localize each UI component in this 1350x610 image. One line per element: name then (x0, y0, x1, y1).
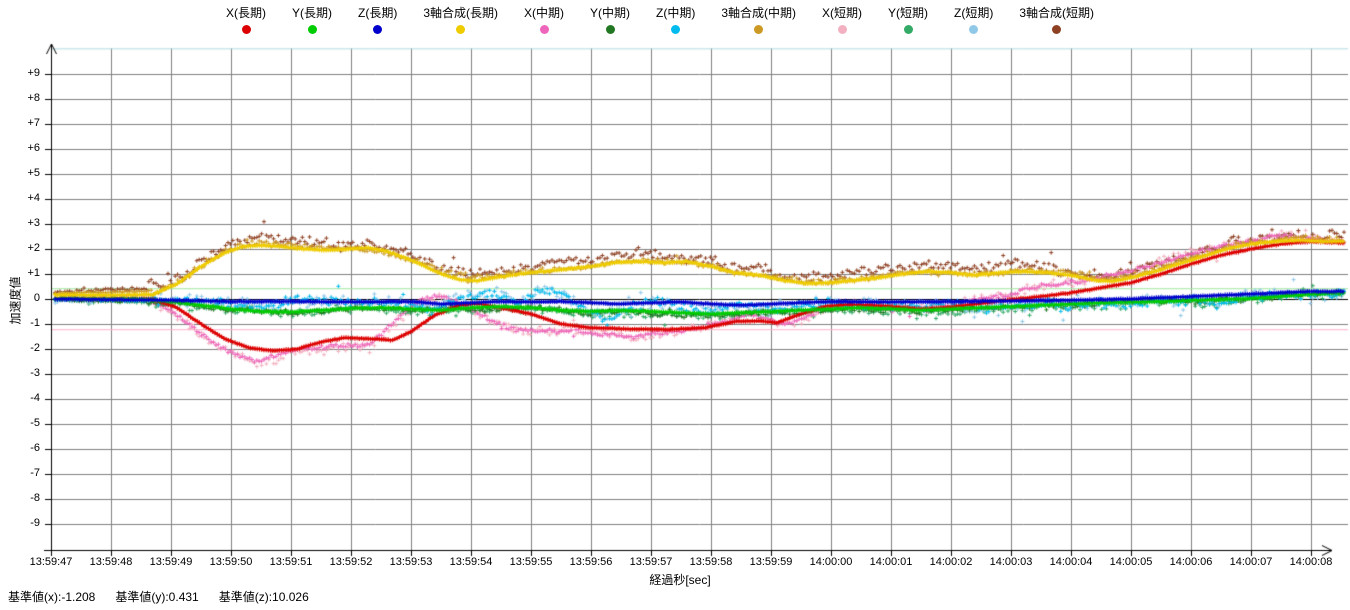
y-tick-label: -3 (30, 367, 40, 379)
y-tick-label: -5 (30, 417, 40, 429)
y-tick-label: +6 (27, 142, 40, 154)
legend-item: X(長期) (226, 6, 266, 34)
legend-label: 3軸合成(長期) (423, 6, 498, 20)
legend-item: X(短期) (822, 6, 862, 34)
legend-label: Y(中期) (590, 6, 630, 20)
x-tick-label: 13:59:53 (389, 556, 433, 568)
legend-color-dot-icon (307, 25, 317, 34)
legend-color-dot-icon (539, 25, 549, 34)
legend-label: X(長期) (226, 6, 266, 20)
legend-item: Y(中期) (590, 6, 630, 34)
x-tick-label: 14:00:05 (1109, 556, 1153, 568)
y-tick-label: -7 (30, 467, 40, 479)
y-tick-label: 0 (33, 292, 40, 304)
y-tick-label: -6 (30, 442, 40, 454)
y-tick-label: -2 (30, 342, 40, 354)
x-tick-label: 13:59:56 (569, 556, 613, 568)
legend-item: Z(短期) (954, 6, 993, 34)
x-tick-label: 14:00:08 (1289, 556, 1333, 568)
legend-label: X(中期) (524, 6, 564, 20)
legend-color-dot-icon (903, 25, 913, 34)
legend-color-dot-icon (241, 25, 251, 34)
legend-label: Z(短期) (954, 6, 994, 20)
y-tick-label: +9 (27, 67, 40, 79)
y-tick-label: +4 (27, 192, 40, 204)
legend-color-dot-icon (373, 25, 383, 34)
legend-color-dot-icon (969, 25, 979, 34)
x-tick-label: 14:00:01 (869, 556, 913, 568)
legend-label: 3軸合成(短期) (1019, 6, 1094, 20)
x-tick-label: 13:59:49 (149, 556, 193, 568)
legend: X(長期) Y(長期) Z(長期) 3軸合成(長期) X(中期) Y(中期) Z(中期) 3軸… (226, 6, 1094, 34)
legend-label: 3軸合成(中期) (721, 6, 796, 20)
x-tick-label: 13:59:54 (449, 556, 493, 568)
baseline-x-value: 基準値(x):-1.208 (8, 590, 96, 604)
x-tick-label: 13:59:50 (209, 556, 253, 568)
baseline-values: 基準値(x):-1.208 基準値(y):0.431 基準値(z):10.026 (8, 588, 309, 605)
y-tick-label: -9 (30, 517, 40, 529)
x-tick-label: 13:59:51 (269, 556, 313, 568)
legend-label: X(短期) (822, 6, 862, 20)
legend-label: Y(短期) (888, 6, 928, 20)
baseline-y-value: 基準値(y):0.431 (115, 590, 199, 604)
x-tick-label: 13:59:52 (329, 556, 373, 568)
x-tick-label: 14:00:03 (989, 556, 1033, 568)
x-tick-label: 14:00:06 (1169, 556, 1213, 568)
legend-item: Z(長期) (358, 6, 397, 34)
legend-item: X(中期) (524, 6, 564, 34)
x-tick-label: 13:59:47 (29, 556, 73, 568)
y-tick-label: +1 (27, 267, 40, 279)
legend-color-dot-icon (754, 25, 764, 34)
y-tick-label: -4 (30, 392, 40, 404)
x-tick-label: 13:59:55 (509, 556, 553, 568)
legend-color-dot-icon (605, 25, 615, 34)
legend-color-dot-icon (1052, 25, 1062, 34)
x-tick-label: 14:00:04 (1049, 556, 1093, 568)
x-tick-label: 14:00:02 (929, 556, 973, 568)
y-tick-label: +2 (27, 242, 40, 254)
x-tick-label: 13:59:57 (629, 556, 673, 568)
x-tick-label: 13:59:59 (749, 556, 793, 568)
legend-color-dot-icon (671, 25, 681, 34)
legend-color-dot-icon (456, 25, 466, 34)
legend-item: 3軸合成(中期) (721, 6, 796, 34)
legend-label: Z(中期) (656, 6, 696, 20)
y-tick-label: +7 (27, 117, 40, 129)
x-tick-label: 14:00:07 (1229, 556, 1273, 568)
x-tick-label: 13:59:58 (689, 556, 733, 568)
y-tick-label: -8 (30, 492, 40, 504)
legend-item: Y(短期) (888, 6, 928, 34)
y-tick-label: +5 (27, 167, 40, 179)
x-tick-label: 14:00:00 (809, 556, 853, 568)
y-tick-label: -1 (30, 317, 40, 329)
legend-color-dot-icon (837, 25, 847, 34)
legend-item: 3軸合成(短期) (1019, 6, 1094, 34)
legend-label: Y(長期) (292, 6, 332, 20)
legend-item: 3軸合成(長期) (423, 6, 498, 34)
x-tick-label: 13:59:48 (89, 556, 133, 568)
baseline-z-value: 基準値(z):10.026 (218, 590, 309, 604)
legend-item: Y(長期) (292, 6, 332, 34)
y-tick-label: +8 (27, 92, 40, 104)
y-tick-label: +3 (27, 217, 40, 229)
legend-label: Z(長期) (358, 6, 398, 20)
legend-item: Z(中期) (656, 6, 695, 34)
x-axis-title: 経過秒[sec] (649, 573, 711, 587)
